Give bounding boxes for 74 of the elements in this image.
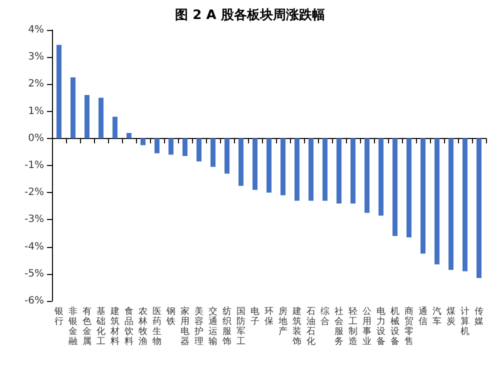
bar	[378, 138, 384, 216]
x-tick-label: 国防军工	[236, 307, 246, 347]
x-tick-label: 有色金属	[82, 306, 92, 347]
bar	[448, 138, 454, 270]
bar	[252, 138, 258, 190]
bar	[280, 138, 286, 196]
x-tick-label: 基础化工	[96, 306, 106, 347]
y-tick-label: -6%	[24, 296, 44, 306]
x-tick-label: 机械设备	[390, 306, 400, 347]
bar	[350, 138, 356, 204]
y-tick-label: 2%	[28, 78, 44, 90]
bar	[434, 138, 440, 264]
bar	[476, 138, 482, 278]
y-tick-label: -2%	[24, 187, 44, 198]
y-tick-label: -3%	[24, 214, 44, 226]
bar	[336, 138, 342, 204]
x-tick-label: 商贸零售	[404, 306, 414, 347]
bar	[238, 138, 244, 186]
bar	[420, 138, 426, 254]
bar	[154, 138, 160, 154]
x-tick-label: 建筑装饰	[292, 306, 302, 347]
bar	[364, 138, 370, 213]
x-tick-label: 社会服务	[334, 306, 344, 347]
y-tick-label: -1%	[24, 160, 44, 171]
x-tick-label: 电力设备	[376, 306, 386, 347]
x-tick-label: 非银金融	[68, 306, 78, 347]
y-tick-label: 4%	[28, 24, 44, 36]
x-tick-label: 家用电器	[180, 306, 190, 347]
x-tick-label: 医药生物	[152, 306, 162, 347]
bar	[84, 95, 90, 138]
bar	[112, 116, 118, 138]
x-tick-label: 交通运输	[208, 306, 218, 347]
bar	[98, 98, 104, 138]
x-tick-label: 食品饮料	[124, 306, 134, 347]
x-tick-label: 计算机	[460, 306, 470, 337]
y-tick-label: -4%	[24, 241, 44, 252]
x-tick-label: 石油石化	[306, 307, 316, 347]
bar	[210, 138, 216, 167]
y-tick-label: 1%	[28, 106, 44, 117]
x-tick-label: 房地产	[278, 306, 288, 337]
bar	[168, 138, 174, 155]
bar	[140, 138, 146, 146]
y-tick-label: 3%	[28, 52, 44, 63]
bar	[182, 138, 188, 156]
bar	[322, 138, 328, 201]
x-tick-label: 钢铁	[166, 306, 176, 327]
x-tick-label: 农林牧渔	[138, 306, 148, 347]
x-tick-label: 煤炭	[446, 306, 456, 327]
bar	[392, 138, 398, 236]
y-tick-label: -5%	[24, 268, 44, 280]
x-tick-label: 传媒	[474, 306, 484, 327]
chart-title: 图 2 A 股各板块周涨跌幅	[175, 8, 325, 23]
bar	[294, 138, 300, 201]
x-tick-label: 环保	[264, 307, 274, 327]
bar	[266, 138, 272, 193]
bar	[224, 138, 230, 174]
bar	[126, 132, 132, 138]
x-tick-label: 综合	[320, 306, 330, 327]
x-tick-label: 电子	[250, 306, 260, 327]
y-tick-label: 0%	[28, 132, 44, 144]
x-tick-label: 通信	[418, 306, 428, 327]
x-tick-label: 轻工制造	[348, 306, 358, 347]
x-tick-label: 公用事业	[362, 306, 372, 347]
bar	[462, 138, 468, 272]
x-tick-label: 银行	[54, 306, 64, 327]
bar	[406, 138, 412, 238]
bar	[308, 138, 314, 201]
bar	[196, 138, 202, 162]
x-tick-label: 建筑材料	[110, 306, 120, 347]
x-tick-label: 纺织服饰	[222, 306, 232, 347]
bar	[56, 44, 62, 138]
bar	[70, 77, 76, 138]
x-tick-label: 汽车	[432, 306, 442, 327]
x-tick-label: 美容护理	[194, 306, 204, 347]
